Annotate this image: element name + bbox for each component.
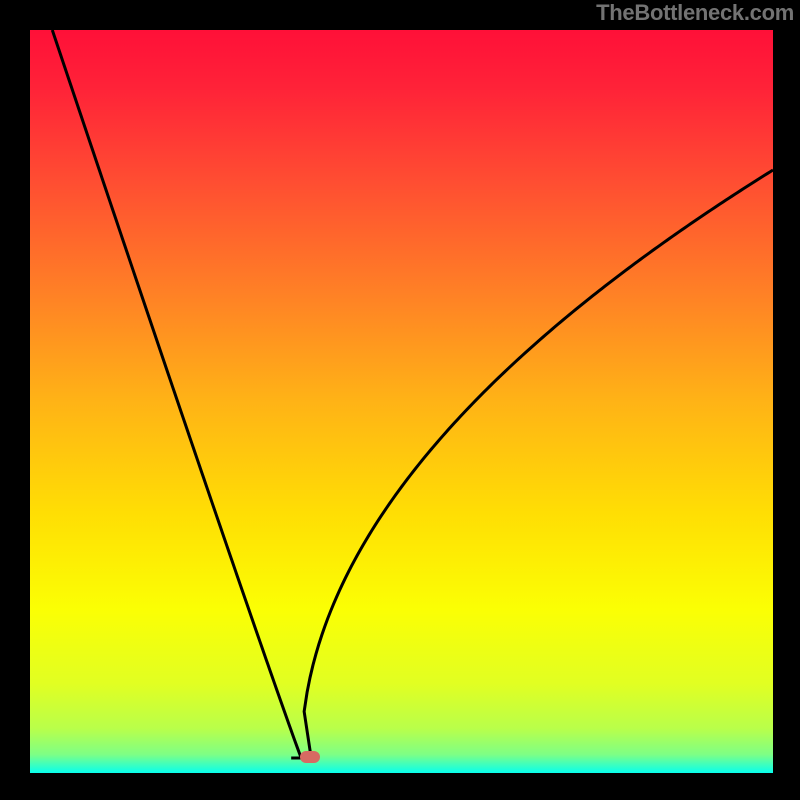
chart-container: TheBottleneck.com (0, 0, 800, 800)
bottleneck-chart (0, 0, 800, 800)
plot-background (30, 30, 773, 773)
optimum-marker (300, 751, 320, 763)
watermark-text: TheBottleneck.com (596, 0, 794, 26)
